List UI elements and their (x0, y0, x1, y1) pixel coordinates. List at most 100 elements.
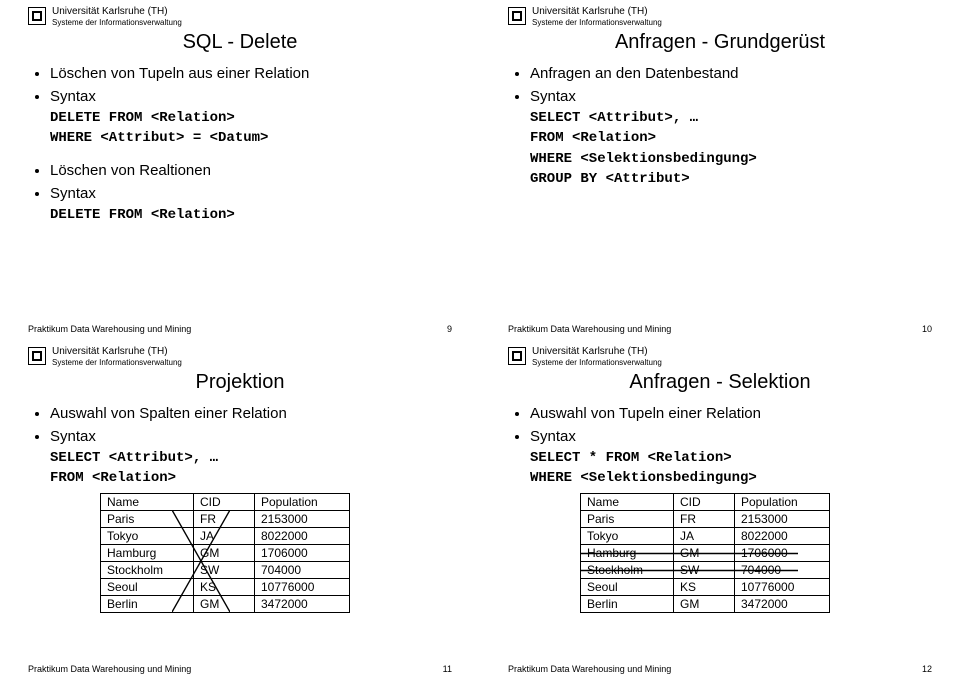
table-cell: Seoul (581, 578, 674, 595)
table-row: StockholmSW704000 (581, 561, 830, 578)
table-cell: 10776000 (255, 578, 350, 595)
slide-header: Universität Karlsruhe (TH) Systeme der I… (508, 346, 932, 367)
code-line: WHERE <Selektionsbedingung> (530, 149, 932, 169)
uni-logo-icon (508, 347, 526, 365)
uni-logo-icon (508, 7, 526, 25)
table-cell: JA (194, 527, 255, 544)
header-university: Universität Karlsruhe (TH) (532, 6, 662, 18)
table-cell: Tokyo (581, 527, 674, 544)
table-row: BerlinGM3472000 (101, 595, 350, 612)
table-cell: Tokyo (101, 527, 194, 544)
table-cell: Hamburg (581, 544, 674, 561)
table-row: HamburgGM1706000 (581, 544, 830, 561)
table-cell: GM (194, 544, 255, 561)
table-cell: GM (674, 544, 735, 561)
table-cell: Stockholm (581, 561, 674, 578)
table-row: HamburgGM1706000 (101, 544, 350, 561)
table-row: SeoulKS10776000 (581, 578, 830, 595)
slide-header: Universität Karlsruhe (TH) Systeme der I… (28, 6, 452, 27)
table-cell: 2153000 (735, 510, 830, 527)
header-department: Systeme der Informationsverwaltung (532, 18, 662, 27)
page-number: 10 (922, 324, 932, 334)
footer-text: Praktikum Data Warehousing und Mining (508, 664, 671, 674)
table-cell: 10776000 (735, 578, 830, 595)
table-cell: KS (674, 578, 735, 595)
uni-logo-icon (28, 347, 46, 365)
table-header-cell: Population (735, 493, 830, 510)
table-cell: 704000 (255, 561, 350, 578)
slide-header: Universität Karlsruhe (TH) Systeme der I… (508, 6, 932, 27)
table-cell: GM (674, 595, 735, 612)
projection-table: NameCIDPopulationParisFR2153000TokyoJA80… (100, 493, 452, 616)
code-line: DELETE FROM <Relation> (50, 108, 452, 128)
table-header-cell: CID (194, 493, 255, 510)
table-cell: FR (194, 510, 255, 527)
table-cell: 704000 (735, 561, 830, 578)
table-cell: 2153000 (255, 510, 350, 527)
table-cell: GM (194, 595, 255, 612)
slide-title: Projektion (28, 371, 452, 394)
table-cell: 8022000 (255, 527, 350, 544)
bullet: Syntax (530, 425, 932, 448)
bullet: Anfragen an den Datenbestand (530, 62, 932, 85)
table-header-cell: Population (255, 493, 350, 510)
header-department: Systeme der Informationsverwaltung (52, 358, 182, 367)
table-row: ParisFR2153000 (101, 510, 350, 527)
bullet: Syntax (50, 182, 452, 205)
table-cell: Hamburg (101, 544, 194, 561)
footer-text: Praktikum Data Warehousing und Mining (508, 324, 671, 334)
table-header-cell: Name (581, 493, 674, 510)
table-row: ParisFR2153000 (581, 510, 830, 527)
bullet: Syntax (50, 85, 452, 108)
table-cell: 3472000 (735, 595, 830, 612)
table-cell: 1706000 (735, 544, 830, 561)
header-university: Universität Karlsruhe (TH) (532, 346, 662, 358)
code-line: FROM <Relation> (530, 128, 932, 148)
table-cell: Paris (581, 510, 674, 527)
slide-title: Anfragen - Selektion (508, 371, 932, 394)
uni-logo-icon (28, 7, 46, 25)
table-header-cell: CID (674, 493, 735, 510)
bullet: Löschen von Tupeln aus einer Relation (50, 62, 452, 85)
selection-table: NameCIDPopulationParisFR2153000TokyoJA80… (580, 493, 932, 616)
slide-anfragen-grundgeruest: Universität Karlsruhe (TH) Systeme der I… (480, 0, 960, 340)
page-number: 12 (922, 664, 932, 674)
table-row: SeoulKS10776000 (101, 578, 350, 595)
table-cell: JA (674, 527, 735, 544)
page-number: 11 (443, 664, 452, 674)
table-row: StockholmSW704000 (101, 561, 350, 578)
table-cell: 3472000 (255, 595, 350, 612)
footer-text: Praktikum Data Warehousing und Mining (28, 664, 191, 674)
header-department: Systeme der Informationsverwaltung (52, 18, 182, 27)
header-university: Universität Karlsruhe (TH) (52, 6, 182, 18)
bullet: Löschen von Realtionen (50, 159, 452, 182)
footer-text: Praktikum Data Warehousing und Mining (28, 324, 191, 334)
header-department: Systeme der Informationsverwaltung (532, 358, 662, 367)
slide-projektion: Universität Karlsruhe (TH) Systeme der I… (0, 340, 480, 680)
table-header-cell: Name (101, 493, 194, 510)
code-line: GROUP BY <Attribut> (530, 169, 932, 189)
slide-title: Anfragen - Grundgerüst (508, 31, 932, 54)
bullet: Auswahl von Spalten einer Relation (50, 402, 452, 425)
table-cell: SW (194, 561, 255, 578)
table-cell: Berlin (101, 595, 194, 612)
code-line: WHERE <Attribut> = <Datum> (50, 128, 452, 148)
table-cell: Stockholm (101, 561, 194, 578)
table-cell: 1706000 (255, 544, 350, 561)
table-cell: Seoul (101, 578, 194, 595)
slide-title: SQL - Delete (28, 31, 452, 54)
table-cell: Paris (101, 510, 194, 527)
table-cell: KS (194, 578, 255, 595)
code-line: DELETE FROM <Relation> (50, 205, 452, 225)
code-line: WHERE <Selektionsbedingung> (530, 468, 932, 488)
slide-header: Universität Karlsruhe (TH) Systeme der I… (28, 346, 452, 367)
header-university: Universität Karlsruhe (TH) (52, 346, 182, 358)
bullet: Syntax (50, 425, 452, 448)
code-line: SELECT <Attribut>, … (50, 448, 452, 468)
slide-sql-delete: Universität Karlsruhe (TH) Systeme der I… (0, 0, 480, 340)
table-row: TokyoJA8022000 (101, 527, 350, 544)
bullet: Syntax (530, 85, 932, 108)
table-row: BerlinGM3472000 (581, 595, 830, 612)
code-line: SELECT * FROM <Relation> (530, 448, 932, 468)
bullet: Auswahl von Tupeln einer Relation (530, 402, 932, 425)
